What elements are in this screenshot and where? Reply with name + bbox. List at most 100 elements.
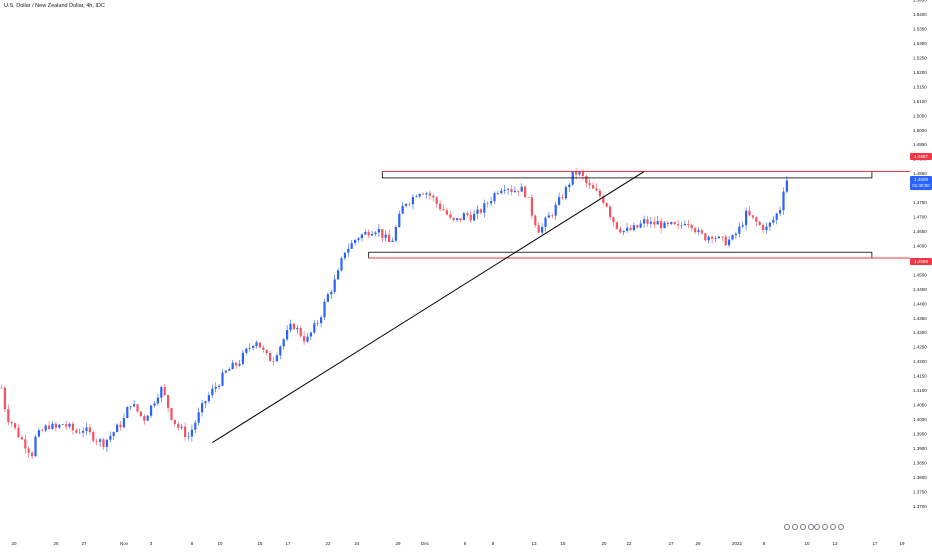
price-tick-label: 1.4750 bbox=[913, 200, 927, 205]
candle bbox=[558, 192, 561, 207]
candle-body bbox=[707, 236, 710, 241]
candle-body bbox=[360, 234, 363, 239]
candle bbox=[367, 229, 370, 238]
candle bbox=[510, 185, 513, 196]
price-tick-label: 1.3700 bbox=[913, 504, 927, 509]
candle bbox=[697, 227, 700, 235]
candle bbox=[231, 360, 234, 370]
date-tick-label: 22 bbox=[325, 541, 331, 546]
candle bbox=[643, 215, 646, 229]
candle bbox=[180, 423, 183, 431]
candle-body bbox=[160, 387, 163, 398]
candle-body bbox=[673, 222, 676, 225]
resistance-price-tag: 1.4857 bbox=[910, 153, 932, 160]
price-tick-label: 1.5350 bbox=[913, 27, 927, 32]
candle-body bbox=[680, 225, 683, 226]
flag-us-icon[interactable] bbox=[808, 524, 814, 530]
candle bbox=[724, 234, 727, 246]
candle bbox=[765, 222, 768, 234]
candle bbox=[299, 326, 302, 338]
candle-body bbox=[78, 432, 81, 434]
candle-body bbox=[524, 186, 527, 198]
price-tick-label: 1.4400 bbox=[913, 301, 927, 306]
date-tick-label: 3 bbox=[150, 541, 153, 546]
price-tick-label: 1.4350 bbox=[913, 316, 927, 321]
candle-body bbox=[622, 230, 625, 233]
candle-body bbox=[303, 336, 306, 342]
candle-body bbox=[224, 370, 227, 373]
candle-body bbox=[558, 197, 561, 205]
price-tick-label: 1.4050 bbox=[913, 403, 927, 408]
candle bbox=[588, 178, 591, 190]
flag-nz-icon[interactable] bbox=[830, 524, 836, 530]
resistance-price-label: 1.4857 bbox=[914, 154, 928, 159]
flag-us-icon[interactable] bbox=[800, 524, 806, 530]
flag-us-icon[interactable] bbox=[784, 524, 790, 530]
candle bbox=[592, 182, 595, 189]
candle-body bbox=[755, 217, 758, 222]
candle bbox=[384, 230, 387, 242]
date-tick-label: 20 bbox=[11, 541, 17, 546]
candle-body bbox=[265, 349, 268, 354]
candle-body bbox=[109, 436, 112, 440]
candle-body bbox=[143, 415, 146, 421]
candle-body bbox=[146, 415, 149, 421]
candle bbox=[381, 229, 384, 243]
candle-body bbox=[585, 176, 588, 184]
candle bbox=[95, 438, 98, 446]
current-price-tag: 1.4829 01:40:00 bbox=[910, 176, 932, 190]
candle-body bbox=[479, 209, 482, 213]
candle-body bbox=[697, 230, 700, 232]
date-tick-label: 10 bbox=[804, 541, 810, 546]
candle-body bbox=[476, 209, 479, 214]
flag-us-icon[interactable] bbox=[814, 524, 820, 530]
candle-body bbox=[347, 248, 350, 253]
candle bbox=[58, 424, 61, 429]
candle-body bbox=[354, 239, 357, 243]
candle bbox=[75, 427, 78, 435]
candle-body bbox=[486, 203, 489, 204]
candle-body bbox=[605, 203, 608, 207]
candle bbox=[374, 230, 377, 237]
candle bbox=[20, 434, 23, 441]
candle-body bbox=[190, 429, 193, 437]
candle-body bbox=[575, 171, 578, 175]
candle-body bbox=[432, 195, 435, 198]
flag-nz-icon[interactable] bbox=[792, 524, 798, 530]
flag-us-icon[interactable] bbox=[838, 524, 844, 530]
candle-body bbox=[782, 191, 785, 211]
candle bbox=[490, 197, 493, 207]
candle-body bbox=[296, 327, 299, 330]
candle bbox=[609, 205, 612, 220]
candle bbox=[717, 235, 720, 239]
candle bbox=[316, 320, 319, 327]
date-axis[interactable]: 20 25 27 Nov 3 8 10 15 17 22 24 29 Dec 6 8 13 15 20 22 27 29… bbox=[11, 541, 905, 546]
candle-body bbox=[241, 352, 244, 364]
price-tick-label: 1.4650 bbox=[913, 229, 927, 234]
candle-body bbox=[65, 424, 68, 427]
candle-body bbox=[333, 279, 336, 292]
resistance-zone-box bbox=[381, 171, 873, 179]
candle bbox=[51, 421, 54, 431]
candle-body bbox=[405, 203, 408, 206]
candle bbox=[479, 207, 482, 215]
candle-body bbox=[27, 448, 30, 453]
candle-body bbox=[510, 189, 513, 193]
candle bbox=[660, 217, 663, 234]
candle bbox=[456, 217, 459, 222]
candle bbox=[731, 234, 734, 241]
candle bbox=[360, 233, 363, 242]
flag-us-icon[interactable] bbox=[822, 524, 828, 530]
price-axis[interactable]: 1.5450 1.5400 1.5350 1.5300 1.5250 1.5200 1.51… bbox=[913, 0, 927, 509]
candle bbox=[326, 292, 329, 303]
candle bbox=[629, 224, 632, 231]
candle-body bbox=[129, 406, 132, 408]
candle-body bbox=[748, 210, 751, 216]
candle bbox=[306, 332, 309, 344]
candle bbox=[119, 420, 122, 431]
candle bbox=[476, 205, 479, 219]
candle bbox=[520, 183, 523, 192]
candle-body bbox=[282, 339, 285, 347]
